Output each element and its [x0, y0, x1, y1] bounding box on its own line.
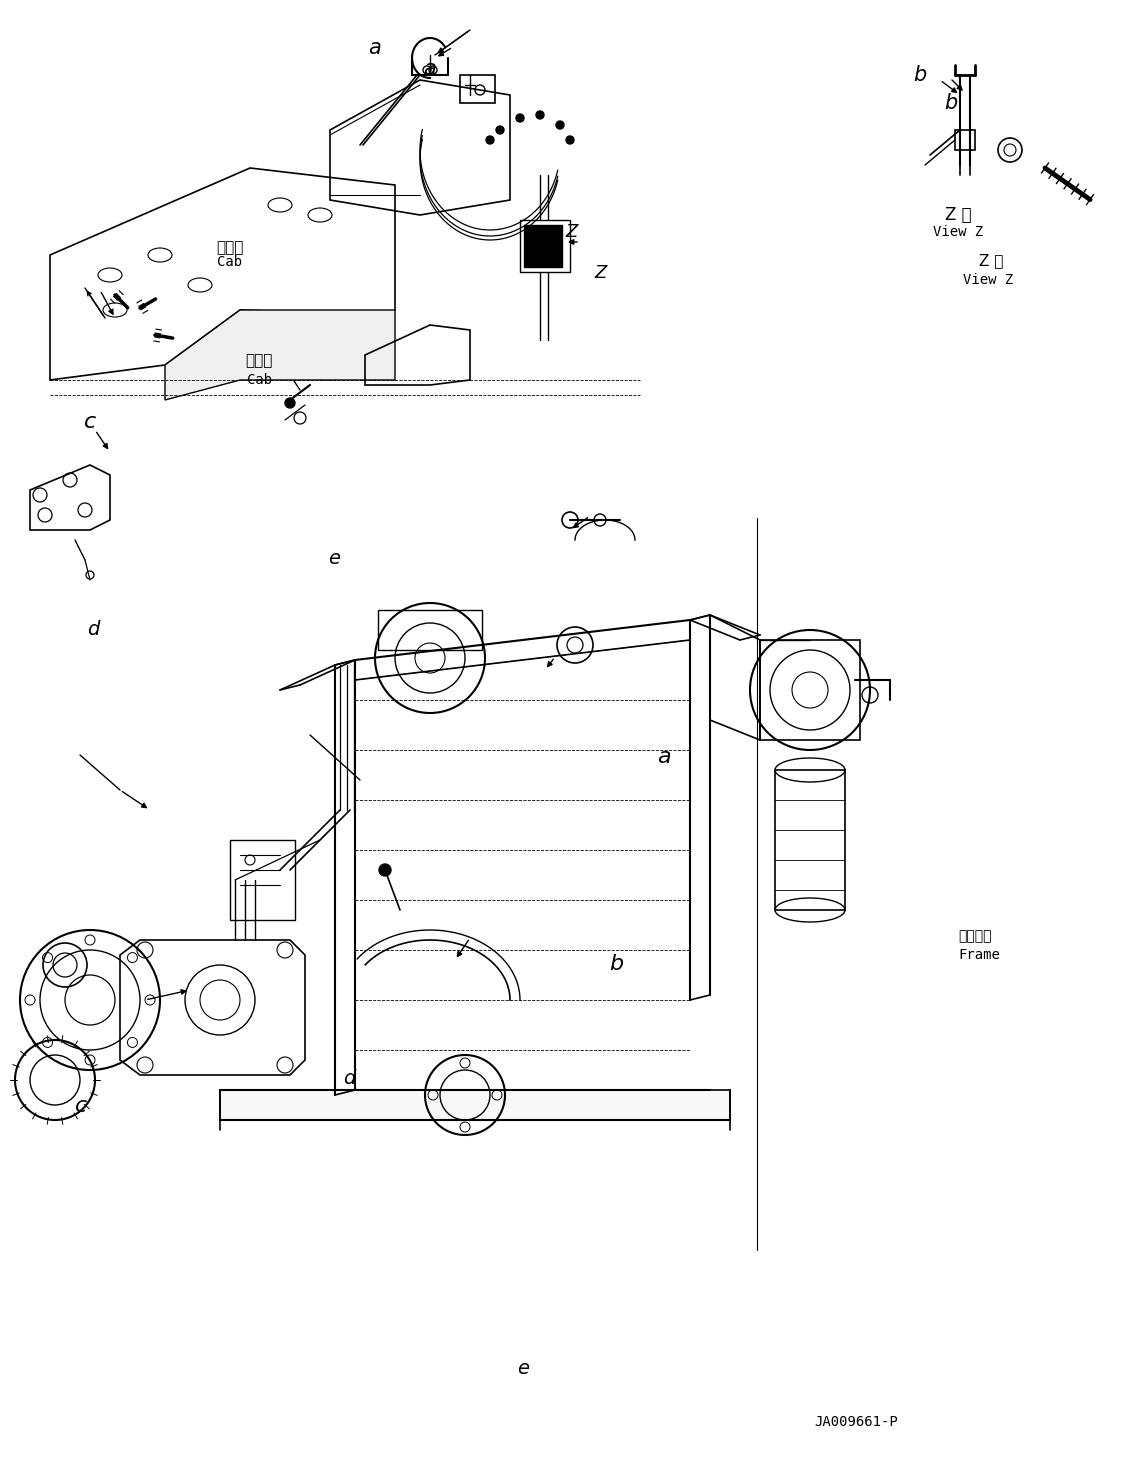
- Text: c: c: [84, 412, 96, 433]
- Text: フレーム: フレーム: [958, 929, 991, 943]
- Circle shape: [496, 126, 504, 133]
- Polygon shape: [165, 310, 395, 400]
- Text: Z: Z: [595, 264, 606, 282]
- Circle shape: [566, 136, 574, 144]
- Polygon shape: [219, 1090, 730, 1119]
- Text: a: a: [657, 747, 671, 767]
- Text: Frame: Frame: [958, 948, 1001, 962]
- Text: c: c: [75, 1096, 86, 1116]
- Bar: [760, 640, 860, 739]
- Circle shape: [536, 111, 543, 119]
- Text: キャブ: キャブ: [246, 354, 273, 368]
- Text: b: b: [609, 954, 623, 974]
- Text: Cab: Cab: [217, 255, 242, 268]
- Text: キャブ: キャブ: [216, 241, 243, 255]
- Text: b: b: [913, 65, 927, 85]
- Bar: [524, 224, 562, 267]
- Text: e: e: [517, 1360, 529, 1378]
- Bar: [520, 220, 570, 271]
- Bar: [230, 841, 294, 920]
- Text: JA009661-P: JA009661-P: [814, 1414, 898, 1429]
- Circle shape: [485, 136, 493, 144]
- Text: a: a: [368, 38, 381, 59]
- Circle shape: [285, 398, 294, 408]
- Text: e: e: [329, 550, 340, 568]
- Circle shape: [379, 864, 391, 876]
- Bar: [955, 131, 976, 150]
- Text: Cab: Cab: [247, 373, 272, 387]
- Circle shape: [516, 114, 524, 122]
- Text: View Z: View Z: [963, 273, 1013, 288]
- Bar: [377, 610, 482, 650]
- Bar: [775, 770, 845, 910]
- Text: b: b: [944, 92, 957, 113]
- Text: Z 視: Z 視: [945, 205, 971, 224]
- Text: a: a: [423, 59, 437, 79]
- Text: Z: Z: [565, 223, 578, 241]
- Text: d: d: [88, 621, 99, 638]
- Text: View Z: View Z: [932, 224, 984, 239]
- Text: Z 視: Z 視: [979, 254, 1004, 268]
- Circle shape: [556, 120, 564, 129]
- Text: d: d: [343, 1069, 355, 1087]
- Bar: [460, 75, 495, 103]
